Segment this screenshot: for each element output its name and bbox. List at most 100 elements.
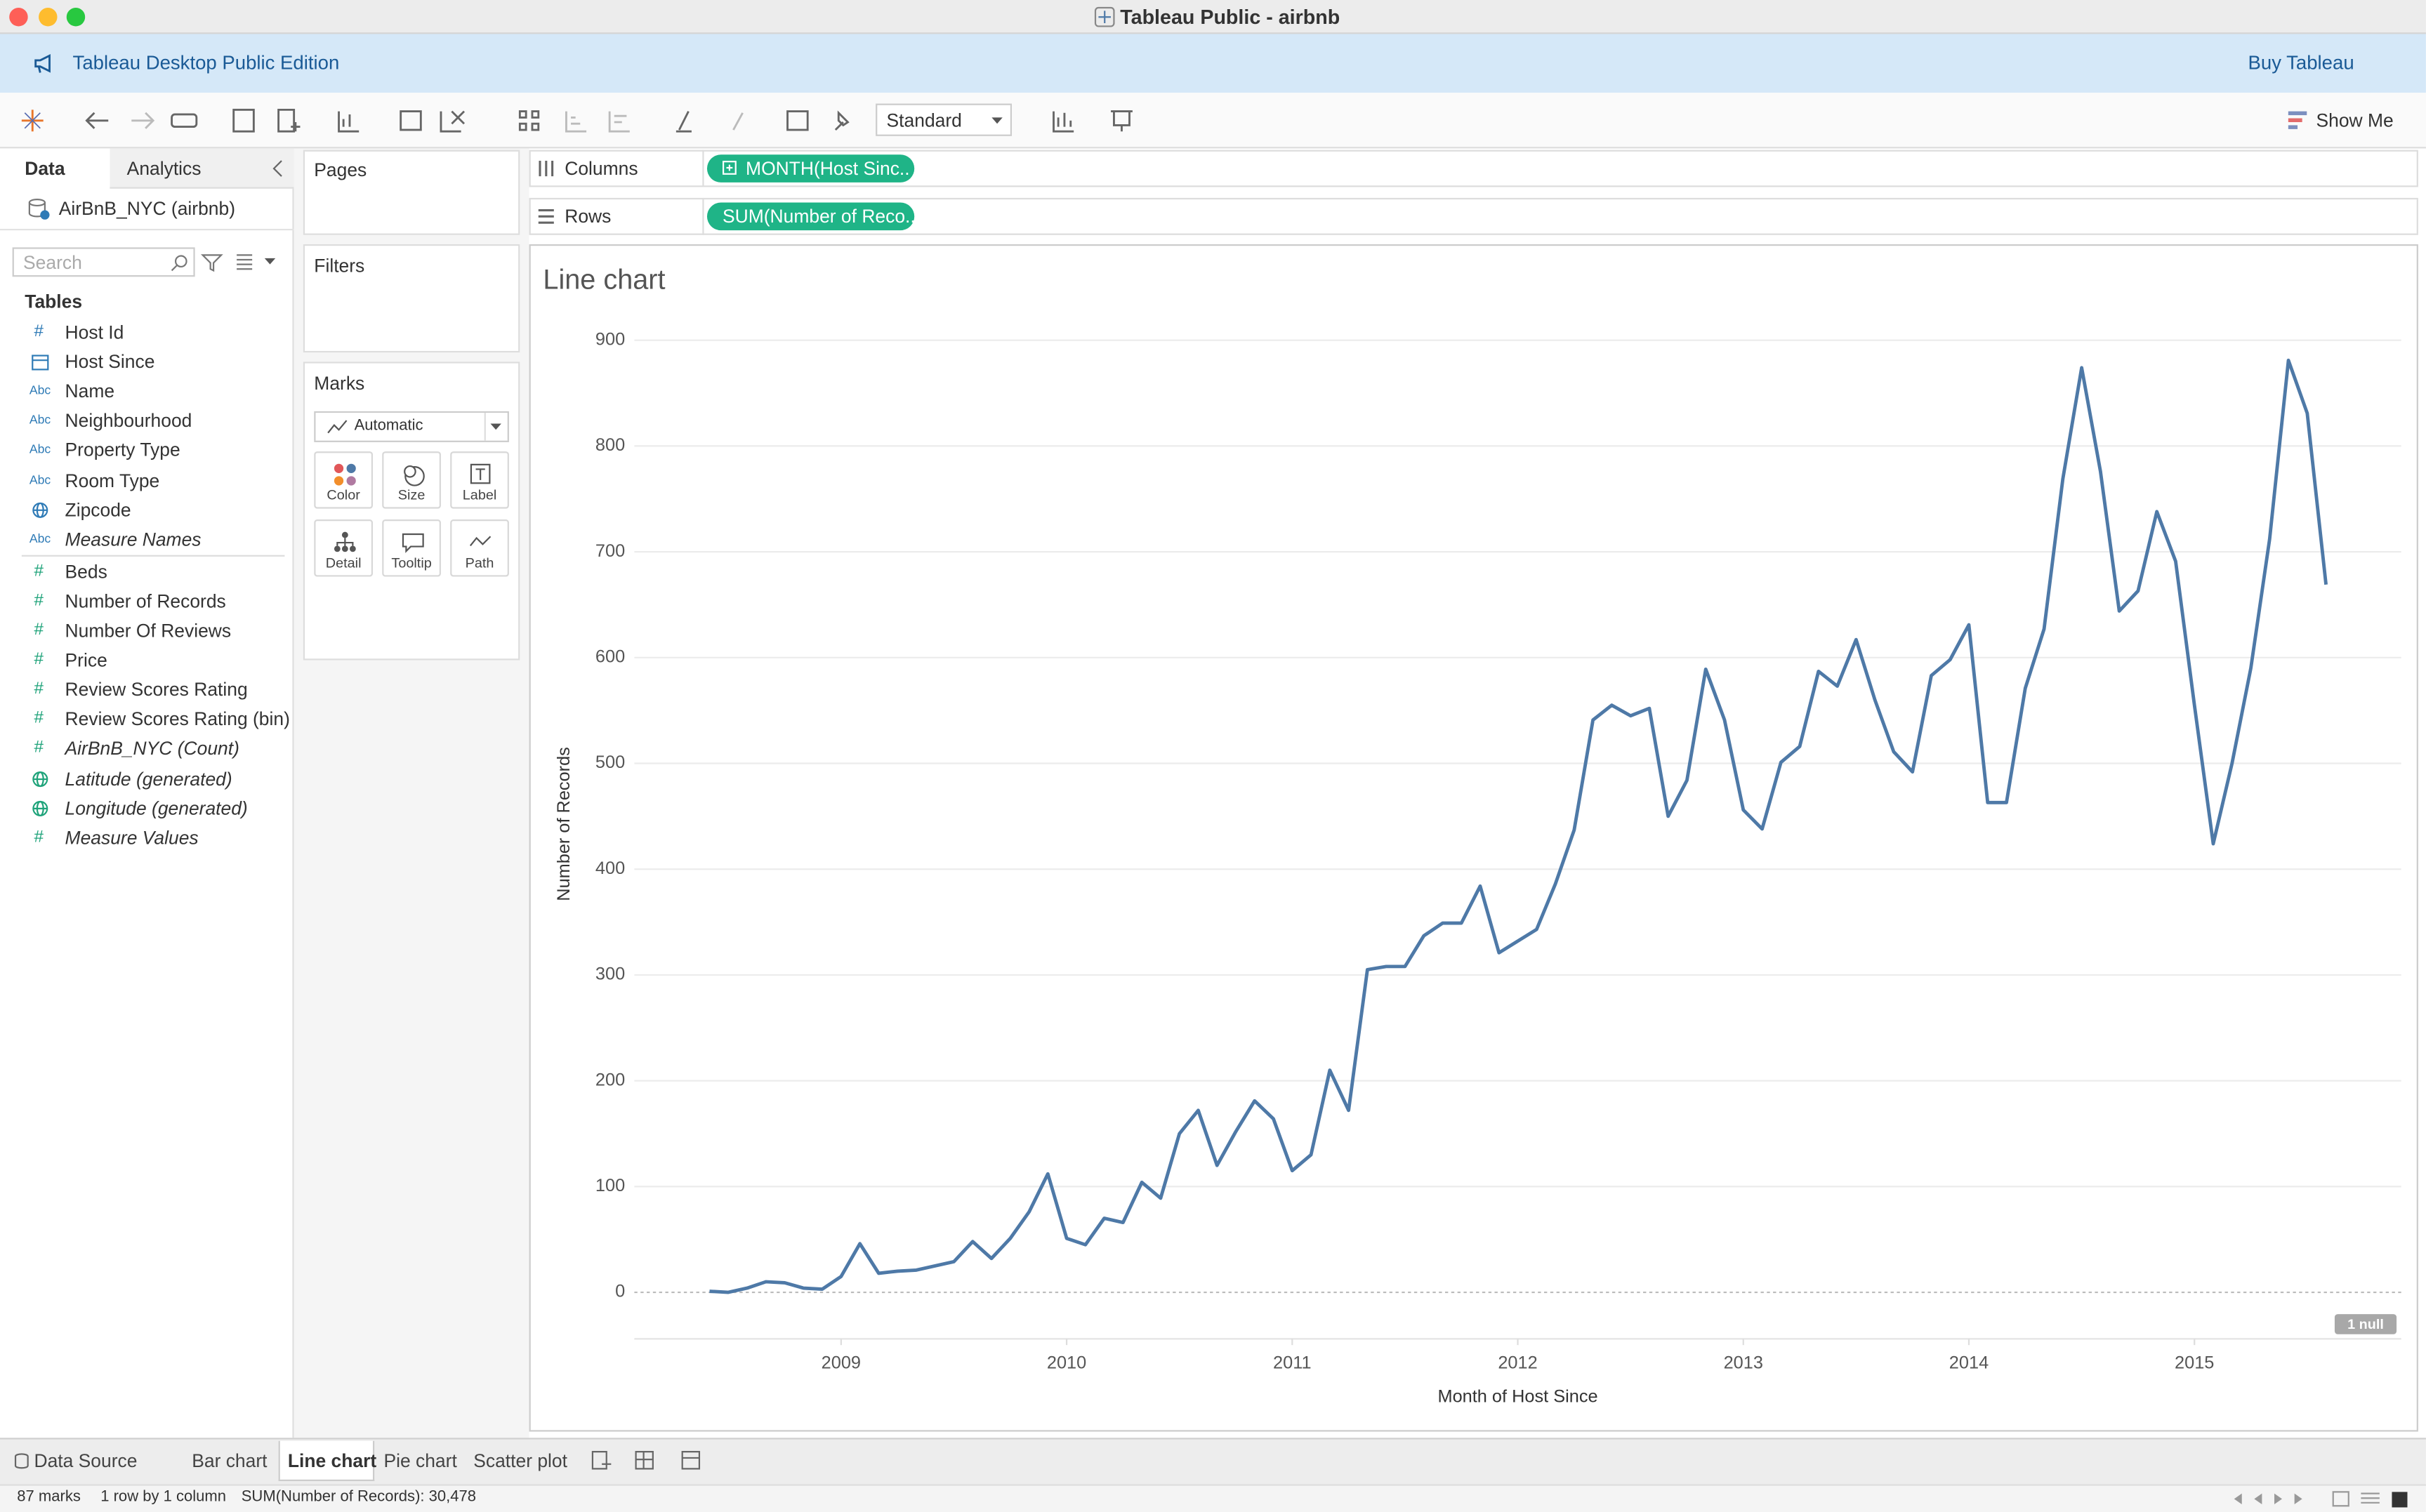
label-button[interactable]: Label <box>450 451 509 509</box>
pin-icon[interactable] <box>834 110 850 131</box>
size-button[interactable]: Size <box>382 451 441 509</box>
analytics-tab[interactable]: Analytics <box>126 157 202 180</box>
x-tick-label: 2012 <box>1498 1353 1537 1372</box>
columns-pill[interactable] <box>706 154 915 183</box>
field-name: Number Of Reviews <box>65 620 232 642</box>
collapse-icon[interactable] <box>271 159 286 178</box>
detail-icon <box>334 531 356 552</box>
sorter-view[interactable] <box>2332 1491 2349 1507</box>
y-tick-label: 200 <box>595 1070 625 1089</box>
swap-icon[interactable] <box>171 113 198 128</box>
first-sheet[interactable] <box>2231 1493 2242 1505</box>
zoom-button[interactable] <box>66 8 86 27</box>
new-worksheet[interactable] <box>591 1451 612 1470</box>
pages-card <box>303 150 520 235</box>
group-icon[interactable] <box>732 112 744 131</box>
field-name: Measure Values <box>65 826 199 849</box>
label-icon <box>470 463 491 484</box>
button-label: Label <box>462 486 497 503</box>
field[interactable] <box>0 319 292 347</box>
datasource-name[interactable]: AirBnB_NYC (airbnb) <box>58 197 236 220</box>
search-box[interactable] <box>12 247 195 277</box>
marks-card <box>303 362 520 661</box>
columns-icon <box>539 161 554 177</box>
analytics-tab-bg <box>110 148 294 189</box>
fit-icon[interactable] <box>1053 111 1074 133</box>
field-type-icon: Abc <box>29 383 51 398</box>
swap-axes-icon[interactable] <box>518 110 540 131</box>
save-icon[interactable] <box>232 108 255 133</box>
status-bar <box>0 1484 2426 1512</box>
label-icon[interactable] <box>786 110 809 131</box>
tables-heading: Tables <box>25 291 83 312</box>
tab-view[interactable] <box>2392 1492 2408 1508</box>
mark-type-dropdown[interactable] <box>314 411 509 442</box>
x-axis-title: Month of Host Since <box>1437 1387 1597 1407</box>
search-placeholder: Search <box>23 252 82 274</box>
color-button[interactable]: Color <box>314 451 374 509</box>
minimize-button[interactable] <box>39 8 58 27</box>
field-name: Price <box>65 649 107 672</box>
new-dashboard[interactable] <box>635 1451 654 1470</box>
show-me-button[interactable]: Show Me <box>2316 110 2394 132</box>
close-button[interactable] <box>9 8 28 27</box>
fit-dropdown[interactable] <box>876 103 1013 136</box>
sort-desc-icon[interactable] <box>608 111 630 133</box>
field-name: Name <box>65 380 115 403</box>
field-type-icon: # <box>34 709 44 728</box>
highlight-icon[interactable] <box>675 110 692 133</box>
path-icon <box>469 536 492 547</box>
field[interactable] <box>0 646 292 675</box>
button-label: Detail <box>325 555 362 571</box>
tooltip-icon <box>402 533 424 553</box>
dropdown-arrow <box>991 117 1003 124</box>
buy-link[interactable]: Buy Tableau <box>2248 52 2354 74</box>
x-tick-label: 2010 <box>1047 1353 1086 1372</box>
undo-icon[interactable] <box>85 112 109 129</box>
marks-title: Marks <box>314 372 365 394</box>
prev-sheet[interactable] <box>2254 1493 2262 1505</box>
redo-icon[interactable] <box>131 112 155 129</box>
divider <box>702 197 704 235</box>
new-sheet-icon[interactable] <box>338 111 360 133</box>
tableau-logo[interactable] <box>21 110 44 132</box>
next-sheet[interactable] <box>2274 1493 2283 1505</box>
divider <box>702 150 704 187</box>
sort-asc-icon[interactable] <box>565 111 587 133</box>
data-tab[interactable]: Data <box>25 157 65 180</box>
sheet-tab-label: Scatter plot <box>473 1450 567 1472</box>
new-datasource-icon[interactable] <box>277 108 301 133</box>
field-name: Neighbourhood <box>65 410 192 432</box>
tooltip-button[interactable]: Tooltip <box>382 519 441 577</box>
toolbar-icons <box>21 108 1133 133</box>
view-options[interactable] <box>232 251 279 272</box>
detail-button[interactable]: Detail <box>314 519 374 577</box>
field[interactable] <box>0 558 292 586</box>
presentation-icon[interactable] <box>1111 110 1133 132</box>
title-bar <box>0 0 2426 34</box>
clear-icon[interactable] <box>440 110 466 133</box>
new-sheet-buttons <box>591 1451 701 1470</box>
cylinder <box>14 1453 29 1469</box>
duplicate-icon[interactable] <box>400 110 422 131</box>
status-summary: SUM(Number of Records): 30,478 <box>241 1489 477 1506</box>
null-indicator: 1 null <box>2347 1317 2384 1332</box>
rows-pill[interactable] <box>706 202 915 231</box>
null-indicator-bg <box>2334 1314 2397 1334</box>
viz-pane <box>529 244 2418 1432</box>
new-story[interactable] <box>681 1451 701 1470</box>
sheet-tab[interactable] <box>278 1440 375 1481</box>
y-tick-label: 300 <box>595 964 625 984</box>
field-name: Longitude (generated) <box>65 797 248 819</box>
size-icon <box>404 465 425 486</box>
field-type-icon: # <box>34 621 44 639</box>
last-sheet[interactable] <box>2294 1493 2306 1505</box>
color-icon <box>334 463 356 486</box>
button-label: Size <box>397 486 426 503</box>
path-button[interactable]: Path <box>450 519 509 577</box>
filmstrip-view[interactable] <box>2361 1492 2380 1504</box>
megaphone-icon <box>34 53 51 73</box>
button-label: Color <box>327 486 360 503</box>
